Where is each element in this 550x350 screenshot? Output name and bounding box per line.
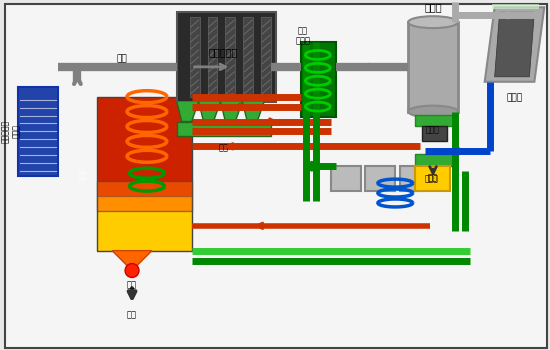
- Bar: [415, 154, 455, 166]
- Text: 发电机: 发电机: [425, 175, 439, 184]
- Polygon shape: [221, 102, 243, 121]
- Text: 十灰: 十灰: [127, 280, 137, 289]
- Text: 低温
省煤器: 低温 省煤器: [295, 26, 310, 46]
- Text: 石膏: 石膏: [428, 173, 438, 182]
- Circle shape: [125, 264, 139, 278]
- Bar: [415, 166, 450, 191]
- Bar: [301, 42, 336, 117]
- Bar: [400, 166, 425, 191]
- Bar: [261, 17, 271, 97]
- Text: 静电除尘器: 静电除尘器: [209, 47, 238, 57]
- Bar: [177, 121, 271, 136]
- Bar: [207, 17, 217, 97]
- Bar: [190, 17, 200, 97]
- Bar: [422, 126, 447, 141]
- Ellipse shape: [408, 106, 458, 118]
- Bar: [18, 87, 58, 176]
- Text: 回转式空气
预热器: 回转式空气 预热器: [1, 120, 20, 143]
- Bar: [177, 12, 276, 102]
- Bar: [97, 196, 191, 251]
- Text: 烟气: 烟气: [117, 54, 128, 63]
- Polygon shape: [485, 7, 544, 82]
- Bar: [366, 166, 395, 191]
- Text: 冷却塔: 冷却塔: [507, 94, 522, 103]
- Bar: [226, 17, 235, 97]
- Bar: [415, 114, 455, 126]
- Text: 干灰: 干灰: [127, 310, 137, 319]
- Text: 脱硫塔: 脱硫塔: [424, 2, 442, 12]
- Text: 石灰石: 石灰石: [426, 125, 440, 134]
- Polygon shape: [199, 102, 221, 121]
- Text: 干灰: 干灰: [218, 144, 228, 152]
- Bar: [408, 22, 458, 112]
- Polygon shape: [112, 251, 152, 271]
- Bar: [97, 97, 191, 196]
- Polygon shape: [177, 102, 199, 121]
- Bar: [492, 4, 540, 9]
- Ellipse shape: [408, 16, 458, 28]
- Polygon shape: [243, 102, 264, 121]
- Bar: [331, 166, 360, 191]
- Text: 煤气: 煤气: [78, 172, 87, 181]
- Bar: [243, 17, 253, 97]
- Bar: [97, 181, 191, 211]
- Polygon shape: [494, 12, 535, 77]
